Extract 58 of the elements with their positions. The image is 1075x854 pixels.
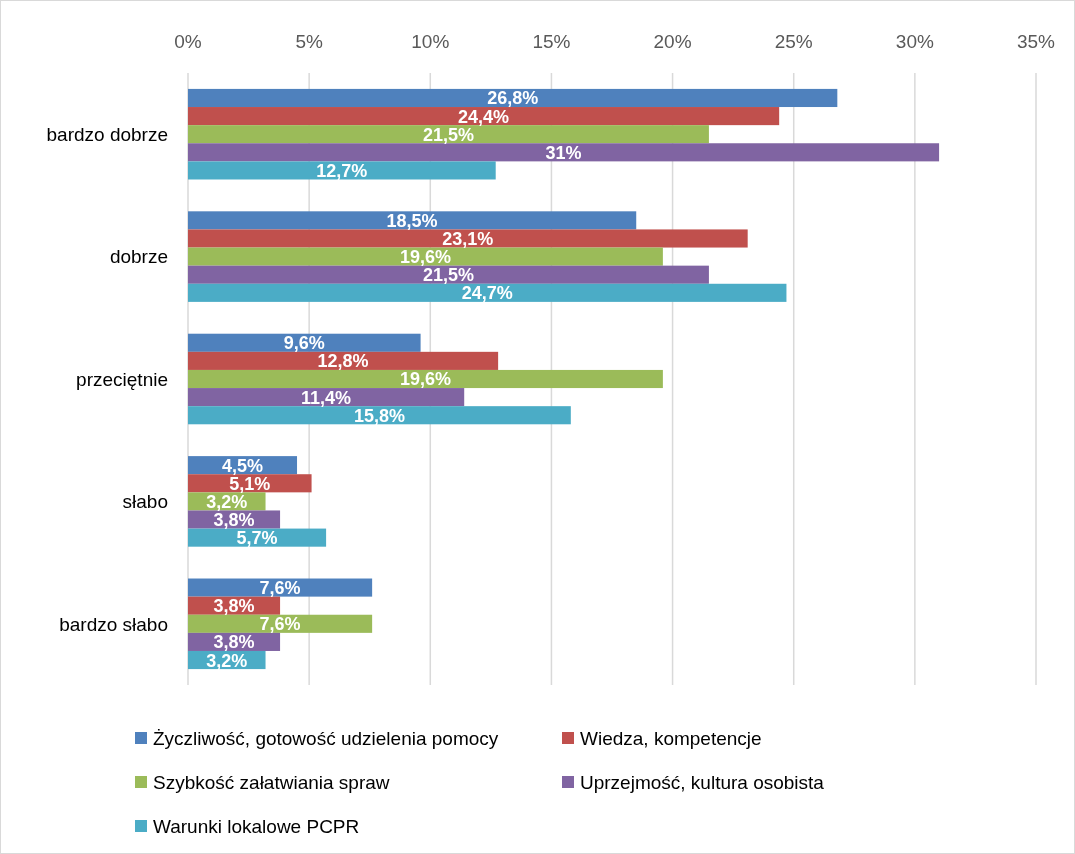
bar xyxy=(188,247,663,266)
data-label: 21,5% xyxy=(422,265,474,286)
data-label: 3,8% xyxy=(213,596,255,617)
bar xyxy=(188,143,940,162)
data-label: 7,6% xyxy=(259,578,301,599)
x-tick-label: 0% xyxy=(174,31,202,52)
bar xyxy=(188,333,421,352)
x-tick-label: 25% xyxy=(774,31,813,52)
bar xyxy=(188,88,838,108)
data-label: 3,2% xyxy=(206,650,248,671)
data-label: 3,8% xyxy=(213,632,255,653)
data-label: 23,1% xyxy=(442,228,494,249)
legend-label: Życzliwość, gotowość udzielenia pomocy xyxy=(153,727,499,749)
legend-label: Warunki lokalowe PCPR xyxy=(153,815,360,837)
bar xyxy=(188,406,571,425)
x-tick-label: 15% xyxy=(532,31,571,52)
bar xyxy=(188,161,496,180)
bar xyxy=(188,265,709,284)
data-label: 24,7% xyxy=(461,283,513,304)
data-label: 3,8% xyxy=(213,510,255,530)
y-tick-label: bardzo słabo xyxy=(59,613,168,635)
legend-label: Uprzejmość, kultura osobista xyxy=(580,771,825,793)
data-label: 19,6% xyxy=(399,247,451,268)
bar xyxy=(188,283,787,302)
bar xyxy=(188,578,373,597)
data-label: 12,7% xyxy=(316,160,368,181)
y-tick-label: słabo xyxy=(122,491,168,513)
y-tick-label: dobrze xyxy=(109,246,168,268)
data-label: 21,5% xyxy=(422,124,474,145)
data-label: 11,4% xyxy=(301,387,352,408)
data-label: 9,6% xyxy=(283,333,325,354)
bar xyxy=(188,369,663,389)
data-label: 4,5% xyxy=(222,455,264,476)
x-tick-label: 20% xyxy=(653,31,692,52)
y-tick-label: bardzo dobrze xyxy=(46,124,168,146)
bar xyxy=(188,388,465,407)
data-label: 19,6% xyxy=(399,369,451,390)
x-tick-label: 10% xyxy=(411,31,450,52)
bar xyxy=(188,125,709,144)
x-tick-label: 30% xyxy=(895,31,934,52)
bar xyxy=(188,614,373,633)
x-tick-label: 5% xyxy=(295,31,323,52)
legend-label: Szybkość załatwiania spraw xyxy=(153,771,390,793)
data-label: 31% xyxy=(545,142,582,163)
bar xyxy=(188,351,499,370)
bar xyxy=(188,107,780,126)
data-label: 18,5% xyxy=(386,210,438,231)
legend-label: Wiedza, kompetencje xyxy=(580,727,762,749)
data-label: 12,8% xyxy=(317,351,369,372)
y-tick-label: przeciętnie xyxy=(76,368,168,390)
data-label: 24,4% xyxy=(458,106,510,127)
data-label: 15,8% xyxy=(353,405,405,426)
data-label: 7,6% xyxy=(259,614,301,635)
bar xyxy=(188,211,637,230)
bar xyxy=(188,229,748,248)
x-tick-label: 35% xyxy=(1016,31,1056,52)
data-label: 26,8% xyxy=(487,88,539,109)
data-label: 5,7% xyxy=(236,528,278,549)
